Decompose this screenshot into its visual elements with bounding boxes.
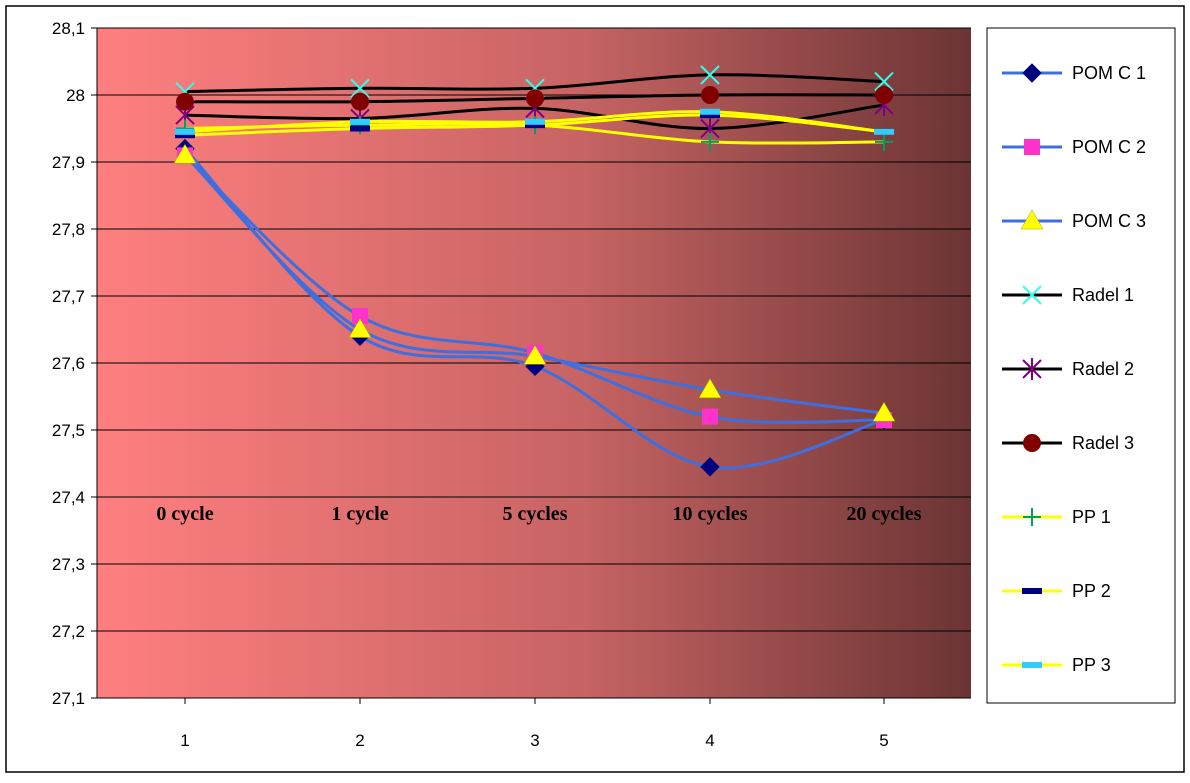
data-point bbox=[526, 89, 544, 108]
y-tick-label: 27,5 bbox=[52, 421, 85, 440]
legend-item: PP 1 bbox=[1002, 507, 1111, 527]
legend-label: POM C 1 bbox=[1072, 63, 1146, 83]
data-point bbox=[874, 128, 894, 135]
legend-label: Radel 3 bbox=[1072, 433, 1134, 453]
y-tick-label: 27,1 bbox=[52, 689, 85, 708]
data-point bbox=[525, 118, 545, 125]
data-point bbox=[702, 408, 718, 425]
data-point bbox=[350, 118, 370, 125]
data-point bbox=[351, 92, 369, 111]
legend-marker bbox=[1023, 434, 1041, 452]
data-point bbox=[701, 86, 719, 104]
legend-label: Radel 2 bbox=[1072, 359, 1134, 379]
data-point bbox=[700, 65, 720, 85]
y-tick-label: 27,3 bbox=[52, 555, 85, 574]
legend-marker bbox=[1022, 358, 1042, 380]
series-markers bbox=[173, 65, 896, 477]
data-point bbox=[700, 108, 720, 115]
legend: POM C 1 POM C 2 POM C 3 Radel 1 Radel 2 Radel… bbox=[1002, 63, 1146, 675]
category-label: 1 cycle bbox=[331, 503, 388, 525]
data-point bbox=[523, 344, 547, 365]
y-tick-label: 27,6 bbox=[52, 354, 85, 373]
data-point bbox=[173, 143, 197, 164]
legend-marker bbox=[1023, 508, 1041, 526]
y-tick-label: 27,2 bbox=[52, 622, 85, 641]
legend-marker bbox=[1022, 285, 1042, 305]
y-tick-label: 27,9 bbox=[52, 153, 85, 172]
data-point bbox=[348, 318, 372, 338]
y-tick-label: 27,7 bbox=[52, 287, 85, 306]
legend-marker bbox=[1020, 209, 1044, 230]
legend-item: Radel 2 bbox=[1002, 358, 1134, 380]
data-point bbox=[175, 132, 195, 139]
legend-item: POM C 1 bbox=[1002, 63, 1146, 83]
category-label: 10 cycles bbox=[673, 503, 748, 525]
legend-label: Radel 1 bbox=[1072, 285, 1134, 305]
legend-item: POM C 3 bbox=[1002, 209, 1146, 231]
data-point bbox=[872, 401, 896, 422]
legend-marker bbox=[1022, 662, 1042, 668]
legend-marker bbox=[1024, 139, 1040, 155]
category-label: 20 cycles bbox=[847, 503, 922, 525]
x-tick-label: 1 bbox=[180, 731, 189, 750]
x-tick-labels: 1 2 3 4 5 bbox=[180, 731, 888, 750]
legend-label: PP 3 bbox=[1072, 655, 1111, 675]
legend-item: PP 3 bbox=[1002, 655, 1111, 675]
data-point bbox=[175, 128, 195, 135]
data-point bbox=[350, 125, 370, 132]
legend-item: Radel 3 bbox=[1002, 433, 1134, 453]
y-tick-label: 28 bbox=[66, 86, 85, 105]
data-point bbox=[874, 71, 894, 92]
legend-item: PP 2 bbox=[1002, 581, 1111, 601]
x-tick-label: 2 bbox=[355, 731, 364, 750]
category-label: 5 cycles bbox=[503, 503, 568, 525]
legend-label: POM C 2 bbox=[1072, 137, 1146, 157]
data-point bbox=[701, 132, 719, 151]
data-point bbox=[525, 122, 545, 129]
legend-marker bbox=[1022, 63, 1042, 83]
category-labels: 0 cycle 1 cycle 5 cycles 10 cycles 20 cycles bbox=[156, 503, 921, 525]
x-tick-label: 3 bbox=[530, 731, 539, 750]
legend-label: PP 2 bbox=[1072, 581, 1111, 601]
legend-label: POM C 3 bbox=[1072, 211, 1146, 231]
data-point bbox=[352, 308, 368, 325]
legend-item: POM C 2 bbox=[1002, 137, 1146, 157]
category-label: 0 cycle bbox=[156, 503, 213, 525]
data-point bbox=[700, 112, 720, 119]
y-tick-label: 27,4 bbox=[52, 488, 85, 507]
x-tick-label: 5 bbox=[879, 731, 888, 750]
data-point bbox=[698, 378, 722, 399]
y-tick-label: 28,1 bbox=[52, 19, 85, 38]
data-point bbox=[700, 457, 720, 477]
data-point bbox=[875, 132, 893, 151]
data-point bbox=[875, 86, 893, 104]
x-tick-label: 4 bbox=[705, 731, 714, 750]
axes bbox=[96, 28, 971, 704]
legend-item: Radel 1 bbox=[1002, 285, 1134, 305]
legend-marker bbox=[1022, 588, 1042, 594]
data-point bbox=[350, 78, 370, 99]
data-point bbox=[176, 92, 194, 111]
legend-label: PP 1 bbox=[1072, 507, 1111, 527]
y-tick-label: 27,8 bbox=[52, 220, 85, 239]
y-tick-labels: 27,1 27,2 27,3 27,4 27,5 27,6 27,7 27,8 27,9 28 28… bbox=[52, 19, 85, 708]
